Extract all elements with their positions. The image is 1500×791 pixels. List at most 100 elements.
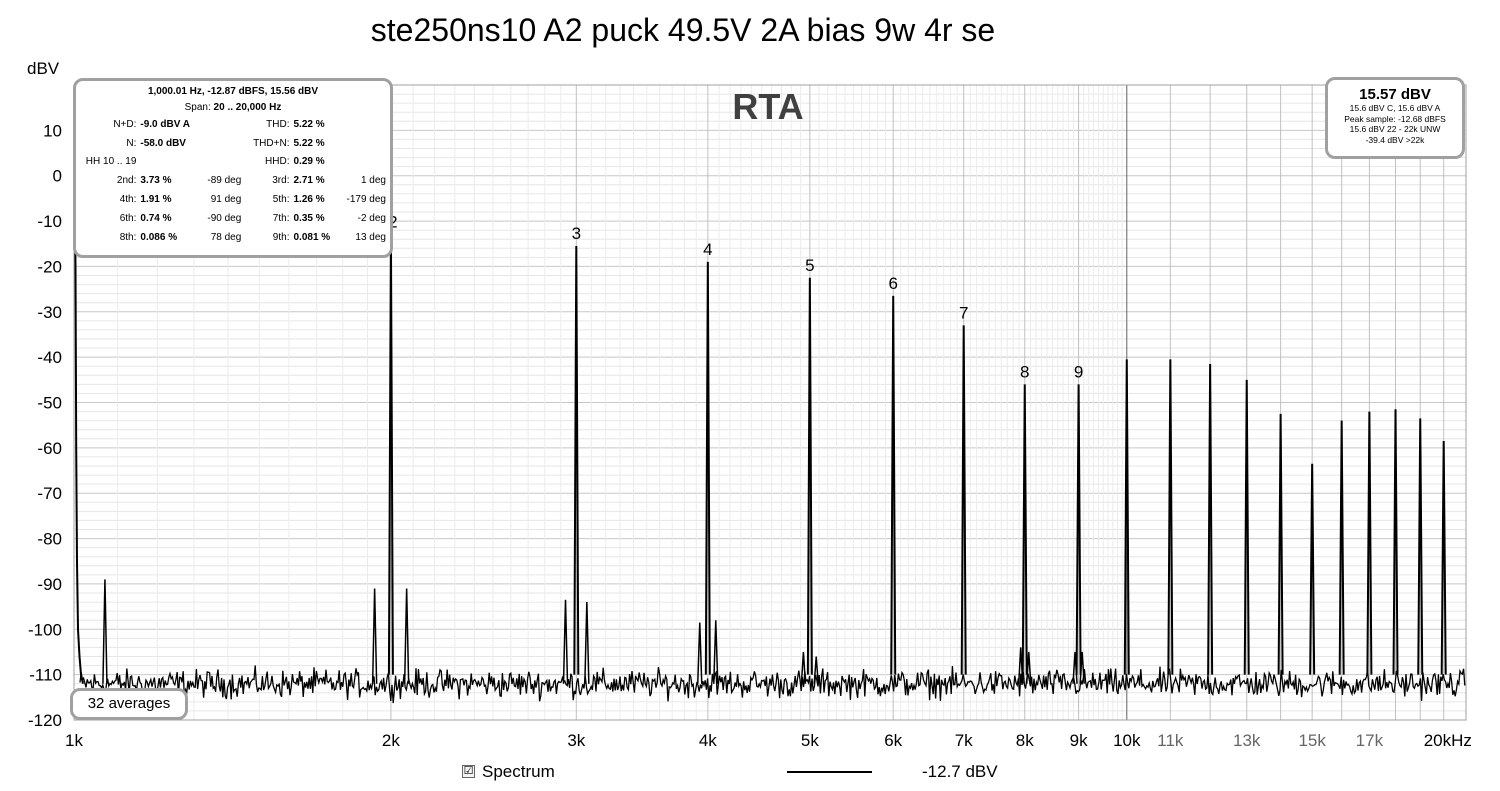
spectrum-checkbox[interactable]: ☑ [462, 765, 475, 778]
y-tick-label: -10 [37, 212, 62, 231]
stats-cell-v1: -58.0 dBV [140, 137, 186, 149]
averages-badge[interactable]: 32 averages [70, 688, 188, 720]
stats-cell-d1: 91 deg [210, 194, 242, 206]
harmonic-peak [1309, 463, 1316, 675]
stats-cell-d2 [338, 153, 390, 172]
harmonic-peak [1392, 409, 1399, 675]
stats-cell-d2: 1 deg [360, 175, 386, 187]
y-tick-label: 0 [53, 167, 62, 186]
stats-row: N+D: -9.0 dBV A THD: 5.22 % [76, 115, 390, 134]
span-readout: Span: 20 .. 20,000 Hz [76, 102, 390, 113]
plot-frame [73, 84, 1467, 721]
harmonic-peak [960, 325, 967, 675]
x-tick-label: 13k [1233, 731, 1261, 750]
sideband-spur [713, 620, 719, 684]
stats-cell-v1: 0.74 % [140, 212, 172, 224]
stats-cell-v1 [138, 153, 199, 172]
harmonic-peak [806, 277, 813, 675]
chart-title: ste250ns10 A2 puck 49.5V 2A bias 9w 4r s… [370, 12, 996, 48]
stats-cell-l1: N: [126, 137, 137, 149]
legend-label[interactable]: Spectrum [482, 762, 555, 781]
harmonic-label: 4 [703, 240, 712, 259]
stats-cell-v2: 0.081 % [293, 231, 331, 243]
level-line-3: 15.6 dBV 22 - 22k UNW [1349, 124, 1441, 134]
stats-cell-l1: N+D: [113, 118, 137, 130]
stats-cell-v2: 1.26 % [293, 194, 325, 206]
harmonic-peak [1167, 359, 1174, 675]
legend-line-swatch [787, 771, 872, 773]
fundamental-readout: 1,000.01 Hz, -12.87 dBFS, 15.56 dBV [147, 86, 319, 97]
y-tick-label: -30 [37, 303, 62, 322]
distortion-stats-panel[interactable]: 1,000.01 Hz, -12.87 dBFS, 15.56 dBV Span… [73, 78, 393, 258]
y-tick-label: -80 [37, 530, 62, 549]
harmonic-peak [1417, 418, 1424, 675]
stats-cell-d2: 13 deg [355, 231, 386, 243]
harmonic-peak [1207, 363, 1214, 675]
stats-cell-l2: THD: [266, 118, 290, 130]
span-value: 20 .. 20,000 Hz [213, 102, 282, 113]
y-tick-label: -60 [37, 439, 62, 458]
harmonic-peak [890, 295, 897, 675]
harmonic-peak [704, 261, 711, 675]
x-tick-label: 9k [1070, 731, 1088, 750]
stats-cell-l1: 8th: [119, 231, 137, 243]
stats-cell-d2: -179 deg [346, 194, 386, 206]
harmonic-peak [573, 246, 580, 675]
stats-cell-v2: 5.22 % [293, 137, 325, 149]
stats-cell-l2: 3rd: [272, 175, 290, 187]
stats-cell-d1 [200, 153, 246, 172]
x-tick-label: 1k [65, 731, 83, 750]
y-tick-label: -40 [37, 348, 62, 367]
sideband-spur [102, 579, 108, 684]
level-value: 15.57 dBV [1359, 86, 1431, 103]
x-tick-label: 6k [884, 731, 902, 750]
rta-watermark: RTA [732, 86, 803, 127]
level-line-4: -39.4 dBV >22k [1365, 134, 1425, 145]
stats-cell-d2 [338, 134, 390, 153]
stats-cell-v1: -9.0 dBV A [140, 118, 191, 130]
sideband-spur [403, 588, 410, 684]
x-tick-label: 20kHz [1424, 731, 1472, 750]
x-tick-label: 11k [1157, 731, 1184, 750]
axes: 10 0 -10 -20 -30 -40 -50 -60 -70 -80 -90 -100 -110 -1… [28, 121, 1472, 750]
harmonic-peak [1277, 413, 1284, 675]
x-tick-label: 4k [699, 731, 717, 750]
stats-cell-d1: -89 deg [207, 175, 242, 187]
stats-row: HH 10 .. 19 HHD: 0.29 % [76, 153, 390, 172]
stats-cell-v2: 2.71 % [293, 175, 325, 187]
stats-cell-d2: -2 deg [357, 212, 386, 224]
stats-cell-l1: 2nd: [116, 175, 137, 187]
stats-cell-v1: 1.91 % [140, 194, 172, 206]
level-line-2: Peak sample: -12.68 dBFS [1344, 113, 1446, 124]
x-tick-label: 17k [1356, 731, 1384, 750]
level-meter-panel[interactable]: 15.57 dBV 15.6 dBV C, 15.6 dBV A Peak sa… [1325, 77, 1465, 159]
harmonic-peaks [73, 104, 1447, 684]
stats-cell-d1: 78 deg [210, 231, 242, 243]
harmonic-peak [1021, 384, 1028, 675]
y-tick-label: -110 [29, 666, 62, 685]
harmonic-peak [1243, 379, 1250, 675]
x-tick-label: 10k [1113, 731, 1141, 750]
stats-row: 2nd: 3.73 % -89 deg 3rd: 2.71 % 1 deg [76, 171, 390, 190]
x-tick-label: 15k [1298, 731, 1326, 750]
harmonic-peak [1123, 359, 1130, 675]
harmonic-peak [1075, 384, 1082, 675]
stats-cell-l2: THD+N: [253, 137, 290, 149]
harmonic-label: 3 [572, 224, 581, 243]
x-tick-label: 8k [1016, 731, 1034, 750]
y-tick-label: -90 [37, 575, 62, 594]
x-tick-label: 7k [955, 731, 973, 750]
noise-floor-trace [79, 665, 1466, 704]
stats-cell-l2: HHD: [265, 156, 290, 168]
sideband-spur [813, 656, 819, 684]
stats-cell-v1: 0.086 % [140, 231, 178, 243]
y-tick-label: 10 [43, 121, 62, 140]
stats-cell-d2 [338, 115, 390, 134]
sideband-spur [800, 651, 807, 684]
harmonic-peak [1440, 441, 1447, 675]
harmonic-label: 5 [805, 256, 814, 275]
stats-cell-v1: 3.73 % [140, 175, 172, 187]
x-tick-label: 5k [801, 731, 819, 750]
stats-cell-l1: HH 10 .. 19 [85, 156, 137, 168]
